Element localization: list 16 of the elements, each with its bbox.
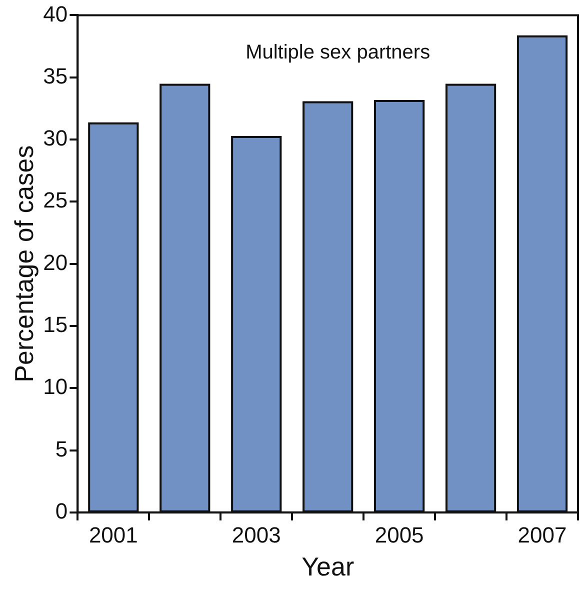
- y-tick-label: 40: [43, 1, 68, 26]
- x-tick-label: 2003: [232, 522, 281, 548]
- x-tick-label: 2007: [518, 522, 567, 548]
- x-tick-label: 2001: [88, 522, 138, 548]
- y-axis-title: Percentage of cases: [8, 145, 39, 382]
- x-axis-title: Year: [302, 552, 354, 582]
- y-tick-label: 15: [43, 312, 68, 338]
- x-tick-label: 2005: [374, 522, 424, 548]
- y-tick-label: 20: [43, 250, 68, 275]
- y-tick-label: 35: [43, 63, 68, 88]
- y-tick-label: 30: [43, 126, 68, 151]
- y-tick-label: 25: [43, 188, 68, 213]
- annotation: Multiple sex partners: [246, 42, 430, 64]
- y-tick-label: 0: [55, 498, 68, 524]
- y-tick-label: 10: [43, 374, 68, 400]
- y-tick-label: 5: [55, 436, 68, 462]
